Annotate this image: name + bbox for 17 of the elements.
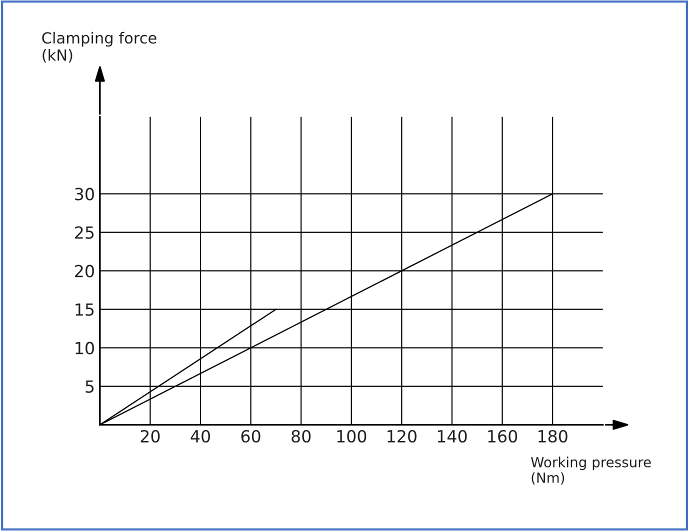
y-tick-label: 10 [76,342,94,354]
x-tick-label: 140 [438,430,467,443]
y-axis-title: Clamping force (kN) [42,32,156,63]
y-tick-label: 20 [75,264,94,278]
x-tick-label: 160 [488,430,518,443]
x-tick-label: 180 [538,430,568,443]
y-tick-label: 25 [75,226,94,239]
x-tick-label: 40 [190,430,210,443]
y-tick-label: 30 [75,188,94,200]
x-tick-label: 20 [140,430,160,443]
x-tick-label: 80 [292,430,311,443]
x-axis-title: Working pressure (Nm) [530,456,651,485]
y-tick-label: 5 [86,380,94,393]
x-tick-label: 100 [337,430,366,443]
y-tick-label: 15 [76,303,94,316]
x-tick-label: 60 [241,430,260,443]
x-tick-label: 120 [388,430,416,443]
